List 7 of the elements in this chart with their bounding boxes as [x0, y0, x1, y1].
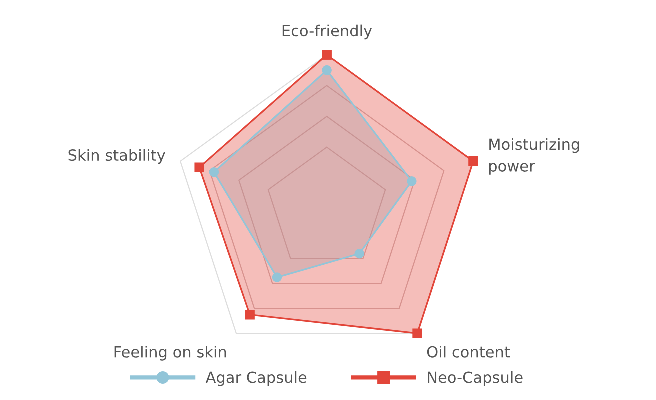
spoke-label: Eco-friendly — [282, 24, 372, 40]
legend-label: Neo-Capsule — [428, 371, 523, 386]
legend-label: Agar Capsule — [206, 371, 307, 386]
spoke-label: Skin stability — [68, 149, 166, 164]
spoke-label: Moisturizing power — [489, 138, 580, 175]
spoke-label: Feeling on skin — [114, 346, 226, 361]
spoke-label: Oil content — [427, 346, 510, 358]
